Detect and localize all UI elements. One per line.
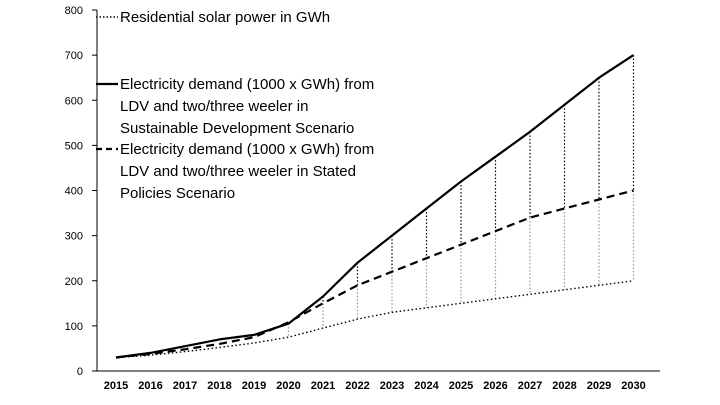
chart-legend: Residential solar power in GWh Electricit… <box>96 9 374 202</box>
y-tick-label: 700 <box>65 50 83 62</box>
x-tick-label: 2016 <box>138 380 162 392</box>
x-tick-label: 2017 <box>173 380 197 392</box>
y-tick-label: 100 <box>65 321 83 333</box>
series-line-dotted <box>115 280 634 359</box>
x-tick-label: 2025 <box>449 380 473 392</box>
legend-label: Policies Scenario <box>120 185 235 202</box>
x-tick-label: 2029 <box>587 380 611 392</box>
y-tick-label: 400 <box>65 186 83 198</box>
legend-label: Sustainable Development Scenario <box>120 120 354 137</box>
legend-label: LDV and two/three weeler in Stated <box>120 163 356 180</box>
x-tick-label: 2015 <box>104 380 128 392</box>
x-tick-label: 2028 <box>552 380 576 392</box>
legend-label: Residential solar power in GWh <box>120 9 330 26</box>
y-tick-label: 800 <box>65 5 83 17</box>
series-line-dashed <box>115 189 634 359</box>
legend-label: LDV and two/three weeler in <box>120 98 308 115</box>
chart-ticks: 0 100 200 300 400 500 600 700 800 2015 2016 2017 201… <box>65 5 646 392</box>
chart-drop-lines <box>287 55 635 338</box>
y-tick-label: 500 <box>65 140 83 152</box>
legend-label: Electricity demand (1000 x GWh) from <box>120 141 374 158</box>
y-tick-label: 0 <box>77 366 83 378</box>
chart-series <box>115 54 635 359</box>
x-tick-label: 2020 <box>276 380 300 392</box>
x-tick-label: 2026 <box>483 380 507 392</box>
y-tick-label: 300 <box>65 231 83 243</box>
series-line-solid <box>115 54 635 359</box>
y-tick-label: 200 <box>65 276 83 288</box>
x-tick-label: 2027 <box>518 380 542 392</box>
y-tick-label: 600 <box>65 95 83 107</box>
legend-label: Electricity demand (1000 x GWh) from <box>120 76 374 93</box>
x-tick-label: 2023 <box>380 380 404 392</box>
x-tick-label: 2030 <box>621 380 645 392</box>
x-tick-label: 2019 <box>242 380 266 392</box>
x-tick-label: 2022 <box>345 380 369 392</box>
x-tick-label: 2018 <box>207 380 231 392</box>
x-tick-label: 2021 <box>311 380 335 392</box>
x-tick-label: 2024 <box>414 380 439 392</box>
